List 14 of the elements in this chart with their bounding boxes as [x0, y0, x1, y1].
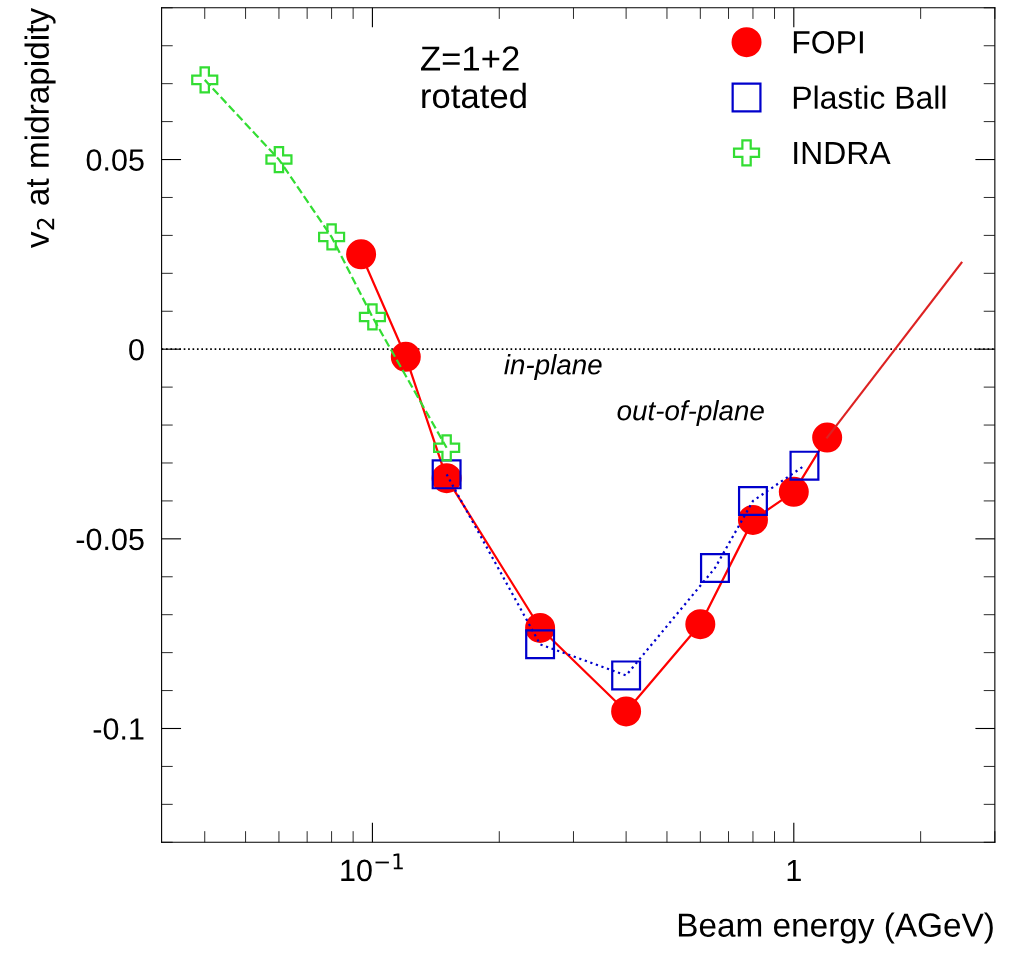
y-tick-label: 0.05 — [86, 149, 144, 171]
y-tick-label: -0.05 — [76, 528, 144, 551]
annotation: in-plane — [504, 354, 602, 381]
x-axis-title: Beam energy (AGeV) — [678, 912, 993, 944]
legend-label: INDRA — [794, 142, 891, 164]
annotation: Z=1+2 rotated — [421, 46, 526, 109]
legend-label: FOPI — [793, 31, 863, 54]
y-tick-label: -0.1 — [93, 718, 144, 740]
y-axis-title: v$_{2}$ at midrapidity — [24, 7, 56, 249]
annotation: out-of-plane — [617, 400, 764, 426]
x-tick-label: 10$^{−1}$ — [341, 853, 403, 882]
legend-label: Plastic Ball — [793, 85, 946, 109]
y-tick-label: 0 — [129, 338, 144, 361]
x-tick-label: 1 — [787, 860, 801, 882]
